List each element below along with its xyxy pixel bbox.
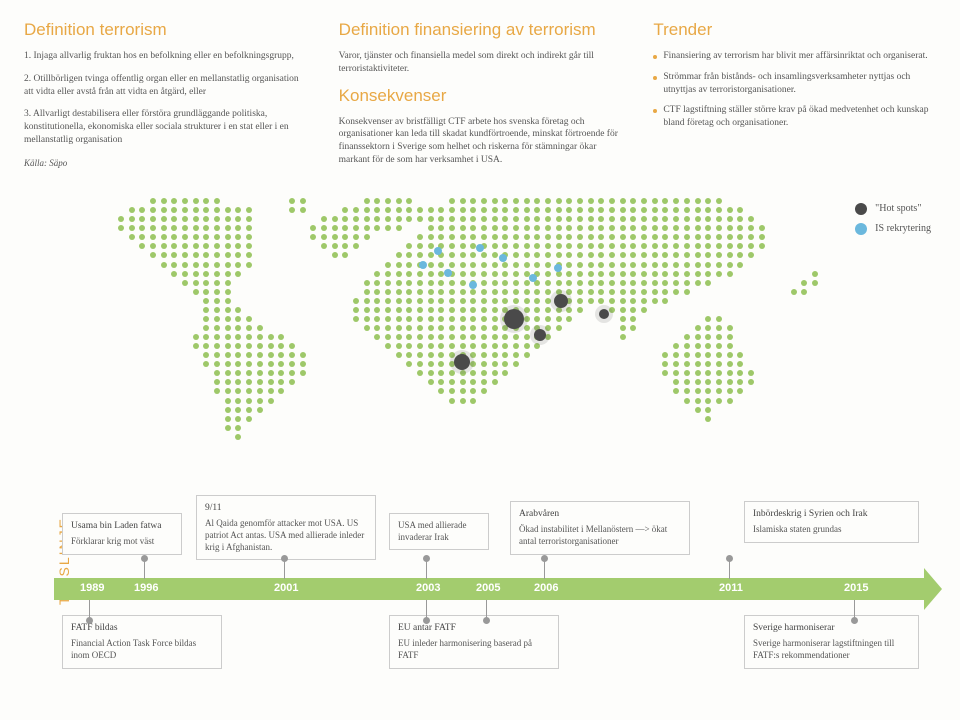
is-dot-icon [554,264,562,272]
timeline-year: 2005 [476,582,500,594]
tl-mark-icon [89,600,90,620]
legend-label: "Hot spots" [875,199,921,219]
heading: Konsekvenser [339,86,622,106]
tl-box-syrien: Inbördeskrig i Syrien och Irak Islamiska… [744,501,919,543]
para: 2. Otillbörligen tvinga offentlig organ … [24,73,307,99]
tl-body: Al Qaida genomför attacker mot USA. US p… [205,518,367,553]
tl-box-eu: EU antar FATF EU inleder harmonisering b… [389,615,559,669]
legend-blue-icon [855,223,867,235]
is-dot-icon [499,254,507,262]
hotspot-icon [534,329,546,341]
timeline-year: 2003 [416,582,440,594]
tl-body: Islamiska staten grundas [753,524,910,536]
tl-box-911: 9/11 Al Qaida genomför attacker mot USA.… [196,495,376,560]
tl-title: Arabvåren [519,508,681,520]
legend-label: IS rekrytering [875,219,931,239]
legend-dark-icon [855,203,867,215]
tl-mark-icon [486,600,487,620]
is-dot-icon [434,247,442,255]
legend-hotspots: "Hot spots" [855,199,931,219]
hotspot-icon [454,354,470,370]
hotspot-icon [554,294,568,308]
bullet: CTF lagstiftning ställer större krav på … [653,104,936,130]
bullet: Finansiering av terrorism har blivit mer… [653,50,936,63]
para: Konsekvenser av bristfälligt CTF arbete … [339,116,622,167]
timeline: TIDSLINJE Usama bin Laden fatwa Förklara… [24,483,936,683]
timeline-year: 2011 [719,582,743,594]
timeline-year: 2001 [274,582,298,594]
map-legend: "Hot spots" IS rekrytering [855,199,931,239]
timeline-year: 1989 [80,582,104,594]
hotspot-icon [504,309,524,329]
is-dot-icon [529,274,537,282]
is-dot-icon [469,281,477,289]
col-definition-terrorism: Definition terrorism 1. Injaga allvarlig… [24,20,307,179]
timeline-year: 1996 [134,582,158,594]
timeline-year: 2015 [844,582,868,594]
para: 3. Allvarligt destabilisera eller förstö… [24,108,307,146]
heading: Definition finansiering av terrorism [339,20,622,40]
is-dot-icon [444,269,452,277]
tl-body: Sverige harmoniserar lagstiftningen till… [753,638,910,661]
timeline-year: 2006 [534,582,558,594]
content-columns: Definition terrorism 1. Injaga allvarlig… [24,20,936,179]
tl-title: EU antar FATF [398,622,550,634]
tl-title: FATF bildas [71,622,213,634]
tl-body: Financial Action Task Force bildas inom … [71,638,213,661]
timeline-arrow-icon [924,568,942,610]
tl-title: Usama bin Laden fatwa [71,520,173,532]
tl-title: Inbördeskrig i Syrien och Irak [753,508,910,520]
tl-body: Förklarar krig mot väst [71,536,173,548]
tl-mark-icon [544,559,545,579]
tl-box-irak: USA med allierade invaderar Irak [389,513,489,550]
tl-body: USA med allierade invaderar Irak [398,520,480,543]
tl-mark-icon [854,600,855,620]
is-dot-icon [419,261,427,269]
source-text: Källa: Säpo [24,157,307,169]
heading: Definition terrorism [24,20,307,40]
col-trender: Trender Finansiering av terrorism har bl… [653,20,936,179]
world-map: "Hot spots" IS rekrytering [24,189,936,459]
tl-mark-icon [426,559,427,579]
para: 1. Injaga allvarlig fruktan hos en befol… [24,50,307,63]
heading: Trender [653,20,936,40]
para: Varor, tjänster och finansiella medel so… [339,50,622,76]
tl-box-fatf: FATF bildas Financial Action Task Force … [62,615,222,669]
hotspot-icon [599,309,609,319]
map-dot-grid [24,189,936,459]
tl-body: Ökad instabilitet i Mellanöstern —> ökat… [519,524,681,547]
tl-title: Sverige harmoniserar [753,622,910,634]
tl-mark-icon [426,600,427,620]
tl-mark-icon [284,559,285,579]
tl-mark-icon [729,559,730,579]
legend-is: IS rekrytering [855,219,931,239]
tl-title: 9/11 [205,502,367,514]
tl-box-arab: Arabvåren Ökad instabilitet i Mellanöste… [510,501,690,555]
tl-mark-icon [144,559,145,579]
tl-body: EU inleder harmonisering baserad på FATF [398,638,550,661]
is-dot-icon [476,244,484,252]
tl-box-usama: Usama bin Laden fatwa Förklarar krig mot… [62,513,182,555]
tl-box-sverige: Sverige harmoniserar Sverige harmonisera… [744,615,919,669]
bullet: Strömmar från bistånds- och insamlingsve… [653,71,936,97]
col-finansiering: Definition finansiering av terrorism Var… [339,20,622,179]
